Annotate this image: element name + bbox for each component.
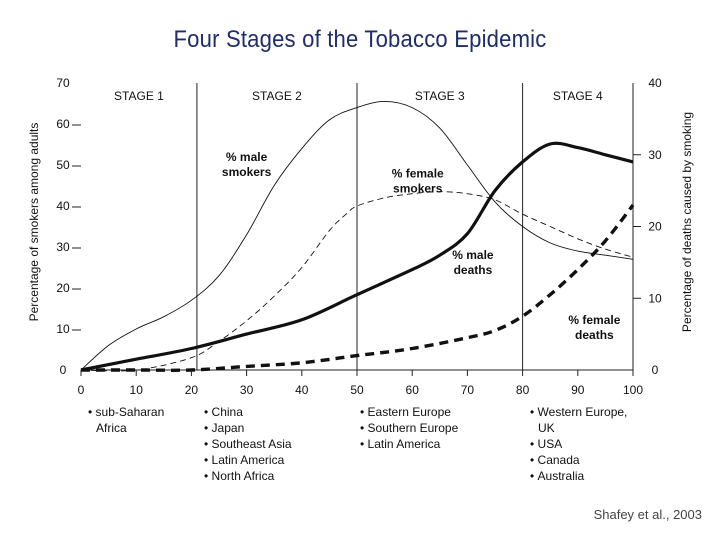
- y-tick-label: 10: [56, 322, 70, 336]
- y-axis-title-right: Percentage of deaths caused by smoking: [680, 112, 694, 332]
- region-item: sub-Saharan: [88, 404, 165, 420]
- y-tick-label: 30: [56, 240, 70, 254]
- x-tick-label: 70: [461, 383, 475, 397]
- x-tick-label: 20: [185, 383, 199, 397]
- x-tick-label: 0: [78, 383, 85, 397]
- region-list-stage-1: sub-Saharan Africa: [88, 404, 165, 436]
- region-list-stage-3: Eastern Europe Southern Europe Latin Ame…: [360, 404, 459, 452]
- region-list-stage-2: China Japan Southeast Asia Latin America…: [204, 404, 292, 484]
- stage-labels: STAGE 1 STAGE 2 STAGE 3 STAGE 4: [114, 89, 603, 103]
- series-line-0: [80, 100, 634, 371]
- series-annotations: % male smokers % female smokers % male deaths…: [222, 150, 621, 342]
- x-tick-label: 10: [130, 383, 144, 397]
- series-line-2: [80, 141, 634, 372]
- series-line-1: [80, 191, 634, 372]
- y-axis-title-left: Percentage of smokers among adults: [27, 123, 41, 322]
- y-tick-label: 70: [56, 76, 70, 90]
- y2-tick-label: 20: [648, 220, 662, 234]
- axis-ticks: 0 10 20 30 40 50 60 70 80 90 100 0 10 20 30 40 50 60 70 0 10…: [56, 76, 662, 397]
- region-item: UK: [538, 421, 555, 435]
- series-line-3: [80, 203, 635, 372]
- slide-title: Four Stages of the Tobacco Epidemic: [173, 26, 547, 53]
- stage-label: STAGE 3: [415, 89, 465, 103]
- region-item: USA: [530, 436, 627, 452]
- x-tick-label: 60: [406, 383, 420, 397]
- stage-label: STAGE 2: [252, 89, 302, 103]
- region-list-stage-4: Western Europe, UK USA Canada Australia: [530, 404, 628, 484]
- y-tick-label: 20: [56, 281, 70, 295]
- y2-tick-label: 40: [648, 76, 662, 90]
- x-tick-label: 50: [350, 383, 364, 397]
- citation: Shafey et al., 2003: [593, 507, 702, 522]
- y2-tick-label: 10: [648, 291, 662, 305]
- region-item: Africa: [96, 421, 127, 435]
- region-item: Latin America: [360, 436, 458, 452]
- region-item: North Africa: [204, 468, 292, 484]
- region-item: Australia: [530, 468, 627, 484]
- region-item: Latin America: [204, 452, 292, 468]
- series-annotation: % male smokers: [222, 150, 272, 179]
- series-lines: [80, 100, 635, 372]
- x-tick-label: 100: [623, 383, 643, 397]
- region-item: Western Europe,: [530, 404, 628, 420]
- series-annotation: % male deaths: [452, 248, 494, 277]
- region-item: Canada: [530, 452, 627, 468]
- y-tick-label: 60: [56, 117, 70, 131]
- region-item: Southeast Asia: [204, 436, 292, 452]
- x-tick-label: 40: [295, 383, 309, 397]
- y2-tick-label: 0: [652, 363, 659, 377]
- y2-tick-label: 30: [648, 148, 662, 162]
- series-annotation: % female deaths: [568, 313, 620, 342]
- stage-label: STAGE 4: [553, 89, 603, 103]
- region-item: Southern Europe: [360, 420, 459, 436]
- region-item: China: [204, 404, 292, 420]
- stage-label: STAGE 1: [114, 89, 164, 103]
- y-tick-label: 50: [56, 158, 70, 172]
- series-annotation: % female smokers: [392, 166, 444, 195]
- region-item: Eastern Europe: [360, 404, 458, 420]
- region-item: Japan: [204, 420, 292, 436]
- y-tick-label: 40: [56, 199, 70, 213]
- x-tick-label: 30: [240, 383, 254, 397]
- x-tick-label: 80: [516, 383, 530, 397]
- x-tick-label: 90: [571, 383, 585, 397]
- y-tick-label: 0: [60, 363, 67, 377]
